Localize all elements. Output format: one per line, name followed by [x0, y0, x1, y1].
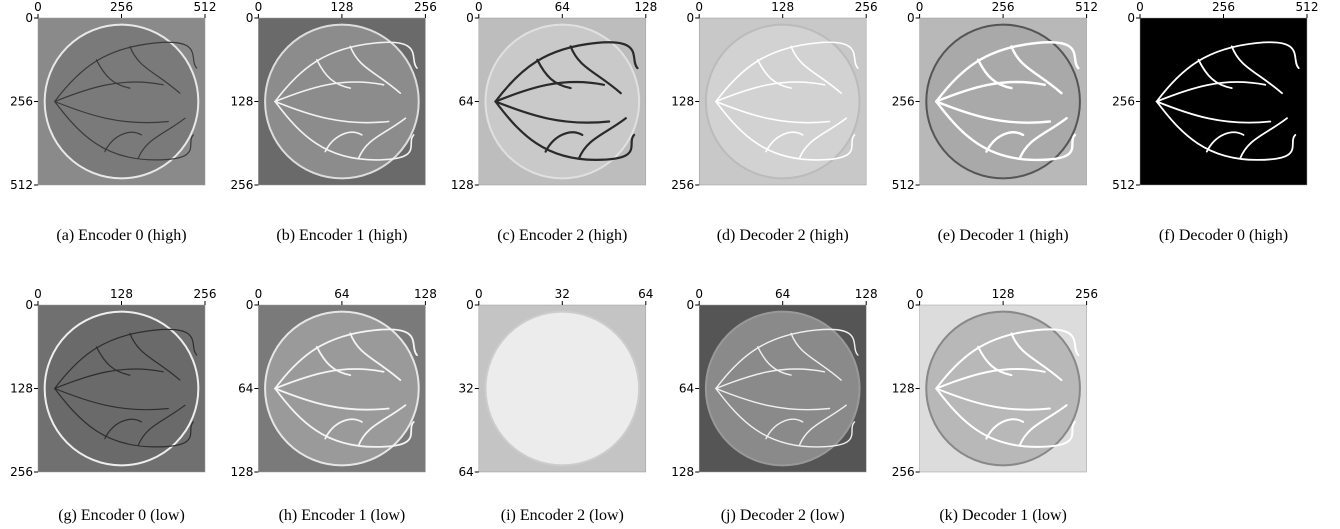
y-tick-label: 256 — [10, 95, 33, 109]
x-tick-label: 256 — [194, 287, 217, 301]
caption: (c) Encoder 2 (high) — [497, 227, 627, 244]
panel: 00 256 256 512 512 (e) Decoder 1 (high) — [892, 0, 1098, 244]
caption: (i) Encoder 2 (low) — [501, 507, 624, 524]
y-tick-label: 256 — [671, 178, 694, 192]
panel: 00 64 64 128 128 (j) Decoder 2 (low) — [671, 287, 877, 524]
x-tick-label: 0 — [255, 287, 263, 301]
x-tick-label: 512 — [1075, 0, 1098, 14]
panel: 00 128 128 256 256 (b) Encoder 1 (high) — [230, 0, 436, 244]
y-tick-label: 256 — [892, 465, 915, 479]
y-tick-label: 0 — [25, 298, 33, 312]
x-tick-label: 128 — [855, 287, 878, 301]
y-tick-label: 128 — [671, 465, 694, 479]
y-tick-label: 128 — [230, 465, 253, 479]
x-tick-label: 64 — [334, 287, 349, 301]
y-tick-label: 128 — [671, 95, 694, 109]
x-tick-label: 256 — [855, 0, 878, 14]
caption: (g) Encoder 0 (low) — [58, 507, 185, 524]
panel: 00 128 128 256 256 (k) Decoder 1 (low) — [892, 287, 1098, 524]
y-tick-label: 64 — [459, 465, 474, 479]
caption: (f) Decoder 0 (high) — [1159, 227, 1288, 244]
y-tick-label: 256 — [892, 95, 915, 109]
panel: 00 64 64 128 128 (c) Encoder 2 (high) — [451, 0, 657, 244]
x-tick-label: 128 — [771, 0, 794, 14]
panel: 00 128 128 256 256 (g) Encoder 0 (low) — [10, 287, 216, 524]
x-tick-label: 64 — [775, 287, 790, 301]
caption: (k) Decoder 1 (low) — [939, 507, 1067, 524]
y-tick-label: 32 — [459, 382, 474, 396]
x-tick-label: 128 — [634, 0, 657, 14]
y-tick-label: 0 — [907, 11, 915, 25]
y-tick-label: 256 — [1112, 95, 1135, 109]
y-tick-label: 256 — [230, 178, 253, 192]
x-tick-label: 128 — [992, 287, 1015, 301]
x-tick-label: 32 — [555, 287, 570, 301]
y-tick-label: 0 — [246, 11, 254, 25]
caption: (a) Encoder 0 (high) — [56, 227, 186, 244]
caption: (h) Encoder 1 (low) — [279, 507, 406, 524]
x-tick-label: 128 — [414, 287, 437, 301]
y-tick-label: 0 — [687, 11, 695, 25]
y-tick-label: 64 — [679, 382, 694, 396]
x-tick-label: 0 — [916, 0, 924, 14]
x-tick-label: 512 — [1296, 0, 1319, 14]
x-tick-label: 256 — [414, 0, 437, 14]
x-tick-label: 256 — [110, 0, 133, 14]
x-tick-label: 0 — [34, 0, 42, 14]
x-tick-label: 256 — [992, 0, 1015, 14]
caption: (b) Encoder 1 (high) — [276, 227, 407, 244]
y-tick-label: 256 — [10, 465, 33, 479]
caption: (e) Decoder 1 (high) — [938, 227, 1069, 244]
x-tick-label: 64 — [555, 0, 570, 14]
y-tick-label: 0 — [25, 11, 33, 25]
x-tick-label: 64 — [638, 287, 653, 301]
x-tick-label: 0 — [695, 0, 703, 14]
x-tick-label: 0 — [475, 0, 483, 14]
panel: 00 256 256 512 512 (f) Decoder 0 (high) — [1112, 0, 1318, 244]
y-tick-label: 0 — [466, 11, 474, 25]
x-tick-label: 0 — [255, 0, 263, 14]
y-tick-label: 64 — [459, 95, 474, 109]
y-tick-label: 0 — [466, 298, 474, 312]
caption: (j) Decoder 2 (low) — [721, 507, 845, 524]
y-tick-label: 64 — [238, 382, 253, 396]
x-tick-label: 0 — [34, 287, 42, 301]
x-tick-label: 0 — [475, 287, 483, 301]
y-tick-label: 128 — [230, 95, 253, 109]
x-tick-label: 128 — [330, 0, 353, 14]
retina-disc — [485, 312, 639, 466]
x-tick-label: 256 — [1212, 0, 1235, 14]
caption: (d) Decoder 2 (high) — [717, 227, 849, 244]
x-tick-label: 256 — [1075, 287, 1098, 301]
y-tick-label: 0 — [687, 298, 695, 312]
y-tick-label: 0 — [907, 298, 915, 312]
x-tick-label: 512 — [194, 0, 217, 14]
panel: 00 128 128 256 256 (d) Decoder 2 (high) — [671, 0, 877, 244]
x-tick-label: 0 — [1136, 0, 1144, 14]
x-tick-label: 0 — [916, 287, 924, 301]
y-tick-label: 128 — [10, 382, 33, 396]
x-tick-label: 128 — [110, 287, 133, 301]
y-tick-label: 128 — [892, 382, 915, 396]
panel: 00 256 256 512 512 (a) Encoder 0 (high) — [10, 0, 216, 244]
figure: 00256256512512(a) Encoder 0 (high)001281… — [0, 0, 1340, 529]
y-tick-label: 512 — [10, 178, 33, 192]
panel: 00 32 32 64 64 (i) Encoder 2 (low) — [459, 287, 654, 524]
y-tick-label: 512 — [892, 178, 915, 192]
x-tick-label: 0 — [695, 287, 703, 301]
y-tick-label: 128 — [451, 178, 474, 192]
y-tick-label: 0 — [246, 298, 254, 312]
panel: 00 64 64 128 128 (h) Encoder 1 (low) — [230, 287, 436, 524]
y-tick-label: 0 — [1127, 11, 1135, 25]
y-tick-label: 512 — [1112, 178, 1135, 192]
